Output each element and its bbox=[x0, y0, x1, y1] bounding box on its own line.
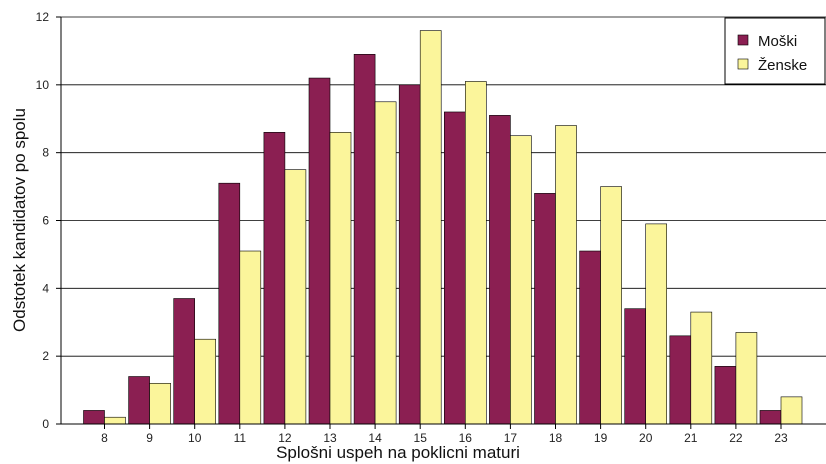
x-tick-label: 12 bbox=[278, 431, 292, 445]
bar-zenske-23 bbox=[780, 396, 803, 425]
bar-zenske-19 bbox=[600, 186, 622, 425]
legend-label-zenske: Ženske bbox=[758, 57, 807, 74]
y-ticks: 0 2 4 6 8 10 12 bbox=[36, 10, 61, 431]
y-tick-label: 4 bbox=[42, 281, 49, 295]
bar-zenske-17 bbox=[510, 135, 532, 425]
bar-zenske-14 bbox=[374, 101, 397, 425]
bar-zenske-13 bbox=[329, 132, 352, 425]
x-tick-label: 23 bbox=[774, 431, 788, 445]
bar-zenske-15 bbox=[419, 30, 442, 425]
x-tick-label: 16 bbox=[459, 431, 473, 445]
bar-zenske-21 bbox=[690, 311, 713, 425]
bars bbox=[83, 30, 803, 425]
x-tick-label: 14 bbox=[368, 431, 382, 445]
bar-moski-17 bbox=[489, 115, 511, 425]
bar-zenske-22 bbox=[735, 332, 758, 425]
bar-moski-18 bbox=[534, 193, 556, 425]
bar-moski-20 bbox=[624, 308, 647, 425]
y-axis-title: Odstotek kandidatov po spolu bbox=[10, 108, 29, 332]
bar-zenske-16 bbox=[464, 81, 487, 425]
x-tick-label: 19 bbox=[594, 431, 608, 445]
bar-moski-23 bbox=[759, 410, 782, 425]
bar-moski-8 bbox=[83, 410, 105, 425]
x-tick-label: 21 bbox=[684, 431, 698, 445]
bar-moski-16 bbox=[443, 111, 466, 425]
bar-zenske-12 bbox=[284, 169, 307, 425]
x-tick-label: 18 bbox=[549, 431, 563, 445]
x-tick-label: 15 bbox=[414, 431, 428, 445]
bar-moski-12 bbox=[263, 132, 286, 425]
x-tick-label: 10 bbox=[188, 431, 202, 445]
y-tick-label: 8 bbox=[42, 146, 49, 160]
bar-zenske-8 bbox=[104, 416, 126, 425]
y-tick-label: 2 bbox=[42, 349, 49, 363]
bar-moski-11 bbox=[218, 182, 241, 425]
y-tick-label: 0 bbox=[42, 417, 49, 431]
bar-zenske-11 bbox=[239, 250, 262, 425]
x-tick-label: 13 bbox=[323, 431, 337, 445]
bar-zenske-10 bbox=[194, 338, 216, 425]
bar-moski-22 bbox=[714, 366, 737, 425]
legend-swatch-moski bbox=[737, 34, 749, 46]
x-tick-label: 22 bbox=[729, 431, 743, 445]
x-axis-title: Splošni uspeh na poklicni maturi bbox=[276, 443, 520, 462]
bar-moski-15 bbox=[398, 84, 421, 425]
x-tick-label: 11 bbox=[234, 431, 247, 445]
y-tick-label: 6 bbox=[42, 214, 49, 228]
x-tick-label: 17 bbox=[504, 431, 518, 445]
x-tick-label: 8 bbox=[101, 431, 108, 445]
x-ticks: 8 9 10 11 12 13 14 15 16 17 18 19 20 21 22 23 bbox=[101, 424, 788, 445]
x-tick-label: 9 bbox=[146, 431, 153, 445]
legend-swatch-zenske bbox=[737, 58, 749, 70]
bar-moski-19 bbox=[579, 250, 601, 425]
bar-moski-10 bbox=[173, 298, 195, 425]
x-tick-label: 20 bbox=[639, 431, 653, 445]
bar-moski-21 bbox=[669, 335, 692, 425]
legend-box bbox=[724, 17, 826, 85]
bar-zenske-9 bbox=[149, 382, 171, 425]
legend: Moški Ženske bbox=[724, 17, 826, 85]
bar-moski-9 bbox=[128, 376, 150, 425]
bar-zenske-20 bbox=[645, 223, 668, 425]
y-tick-label: 10 bbox=[36, 78, 50, 92]
legend-label-moski: Moški bbox=[758, 33, 797, 50]
y-tick-label: 12 bbox=[36, 10, 50, 24]
bar-moski-14 bbox=[353, 54, 376, 425]
bar-zenske-18 bbox=[555, 125, 577, 425]
bar-moski-13 bbox=[308, 77, 331, 425]
